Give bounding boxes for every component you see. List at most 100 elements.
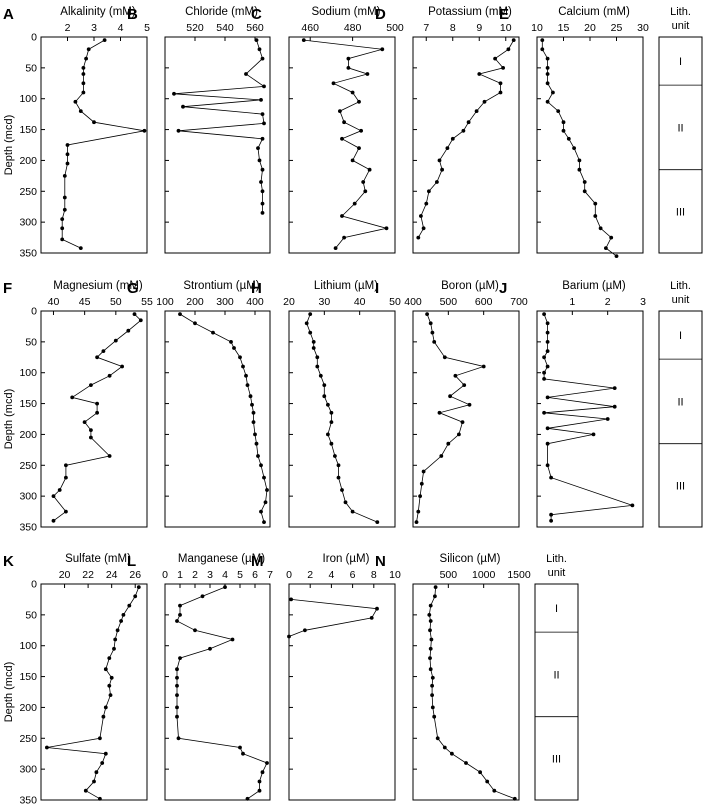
lith-unit-label: II — [553, 669, 559, 681]
x-tick-label: 400 — [246, 296, 264, 308]
x-tick-label: 100 — [156, 296, 174, 308]
data-point — [545, 330, 550, 335]
data-point — [82, 420, 87, 424]
data-point — [181, 104, 185, 109]
data-point — [340, 488, 344, 492]
data-point — [95, 410, 99, 415]
data-point — [113, 637, 118, 642]
data-point — [450, 751, 454, 756]
data-point — [257, 47, 262, 52]
x-tick-label: 20 — [584, 22, 596, 34]
data-point — [257, 779, 262, 784]
panel-i: I Boron (µM) 400 500 600 700 — [375, 280, 528, 528]
data-point — [260, 167, 265, 172]
data-point — [175, 693, 179, 697]
y-tick-label: 50 — [25, 62, 37, 74]
data-point — [593, 214, 598, 218]
data-point — [260, 112, 265, 116]
data-point — [432, 714, 437, 719]
lith-unit-label: II — [677, 396, 683, 408]
y-tick-label: 100 — [19, 640, 37, 652]
data-point — [478, 770, 482, 775]
x-tick-label: 600 — [475, 296, 493, 308]
data-point — [545, 395, 550, 400]
data-point — [126, 328, 131, 333]
data-point — [107, 656, 112, 660]
panel-title: Manganese (µM) — [178, 553, 265, 565]
data-point — [259, 98, 263, 102]
panel-g: G Strontium (µM) 100 200 300 400 — [127, 280, 271, 528]
data-point — [506, 47, 511, 52]
panel-letter: H — [251, 280, 262, 297]
lith-header: unit — [672, 20, 690, 32]
data-point — [60, 237, 65, 242]
data-point — [365, 72, 370, 76]
data-point — [540, 38, 545, 42]
data-point — [419, 481, 424, 486]
data-point — [244, 373, 248, 378]
x-tick-label: 40 — [48, 296, 60, 308]
data-point — [103, 667, 108, 672]
series-line — [428, 587, 515, 800]
lith-unit-label: II — [677, 122, 683, 134]
data-point — [477, 72, 482, 76]
data-point — [311, 340, 316, 344]
data-point — [492, 788, 497, 793]
data-point — [101, 714, 106, 719]
series-line — [176, 586, 268, 800]
series-line — [416, 313, 486, 523]
data-point — [311, 346, 316, 350]
lith-unit-label: I — [679, 330, 682, 342]
panel-letter: C — [251, 6, 262, 23]
series-line — [303, 39, 387, 249]
x-tick-label: 200 — [186, 296, 204, 308]
data-point — [340, 136, 344, 141]
data-point — [176, 736, 181, 741]
data-point — [542, 355, 546, 360]
data-point — [435, 736, 440, 741]
data-point — [614, 254, 619, 258]
data-point — [132, 312, 137, 316]
data-point — [329, 420, 334, 424]
panel-letter: L — [127, 553, 136, 570]
data-point — [428, 619, 433, 623]
plot-frame — [536, 36, 644, 254]
data-point — [89, 383, 93, 387]
data-point — [540, 47, 545, 52]
data-point — [81, 90, 86, 95]
x-tick-label: 6 — [252, 569, 258, 581]
panel-m: M Iron (µM) 0 2 4 6 8 10 — [251, 553, 401, 801]
data-point — [430, 693, 434, 697]
data-point — [303, 628, 307, 633]
y-tick-label: 100 — [19, 367, 37, 379]
x-tick-label: 540 — [216, 22, 234, 34]
data-point — [175, 675, 179, 680]
data-point — [265, 761, 269, 765]
y-tick-label: 250 — [19, 186, 37, 198]
data-point — [248, 394, 253, 399]
data-point — [542, 377, 546, 381]
data-point — [419, 214, 423, 218]
data-point — [551, 90, 555, 95]
data-point — [256, 146, 260, 151]
data-point — [493, 56, 497, 61]
data-point — [482, 99, 487, 104]
data-point — [108, 693, 113, 697]
x-tick-label: 7 — [423, 22, 429, 34]
data-point — [95, 401, 99, 406]
data-point — [432, 340, 437, 344]
panel-letter: J — [499, 280, 507, 297]
data-point — [121, 613, 126, 617]
panel-title: Boron (µM) — [441, 280, 499, 292]
panel-title: Potassium (mM) — [428, 6, 512, 18]
data-point — [262, 520, 266, 524]
data-point — [361, 180, 366, 184]
y-tick-label: 300 — [19, 491, 37, 503]
data-point — [427, 613, 432, 617]
data-point — [445, 146, 450, 151]
data-point — [81, 66, 86, 70]
data-point — [64, 509, 68, 514]
x-tick-label: 20 — [283, 296, 295, 308]
